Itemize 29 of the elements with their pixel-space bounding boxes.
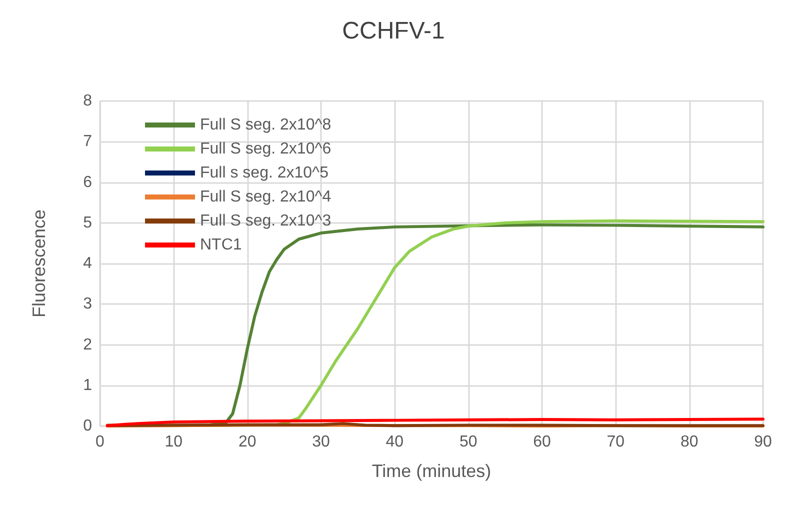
y-tick-label: 7 bbox=[83, 133, 92, 150]
y-tick-label: 4 bbox=[83, 255, 92, 272]
legend-label: NTC1 bbox=[200, 236, 242, 254]
y-tick-label: 2 bbox=[83, 336, 92, 354]
x-tick-label: 30 bbox=[312, 434, 330, 450]
y-tick-label: 8 bbox=[83, 92, 92, 110]
x-tick-label: 70 bbox=[606, 434, 625, 450]
legend-label: Full S seg. 2x10^8 bbox=[200, 116, 332, 134]
y-tick-label: 0 bbox=[83, 418, 92, 434]
y-tick-label: 5 bbox=[83, 214, 92, 232]
x-tick-label: 10 bbox=[164, 434, 183, 450]
x-tick-label: 0 bbox=[96, 434, 105, 450]
y-tick-label: 3 bbox=[83, 296, 92, 313]
legend-label: Full S seg. 2x10^6 bbox=[200, 140, 332, 158]
y-axis-title: Fluorescence bbox=[29, 209, 49, 318]
chart-title: CCHFV-1 bbox=[342, 18, 445, 44]
x-tick-label: 20 bbox=[238, 434, 256, 450]
y-tick-label: 6 bbox=[83, 174, 92, 191]
x-tick-label: 90 bbox=[754, 434, 772, 450]
x-axis-title: Time (minutes) bbox=[372, 461, 492, 481]
y-tick-label: 1 bbox=[83, 376, 92, 394]
x-tick-label: 40 bbox=[386, 434, 404, 450]
legend-label: Full s seg. 2x10^5 bbox=[200, 164, 329, 182]
line-series bbox=[106, 418, 764, 428]
x-tick-label: 60 bbox=[533, 434, 551, 450]
x-tick-label: 80 bbox=[680, 434, 698, 450]
x-tick-label: 50 bbox=[459, 434, 478, 450]
legend-label: Full S seg. 2x10^4 bbox=[200, 188, 332, 206]
legend-label: Full S seg. 2x10^3 bbox=[200, 212, 332, 230]
